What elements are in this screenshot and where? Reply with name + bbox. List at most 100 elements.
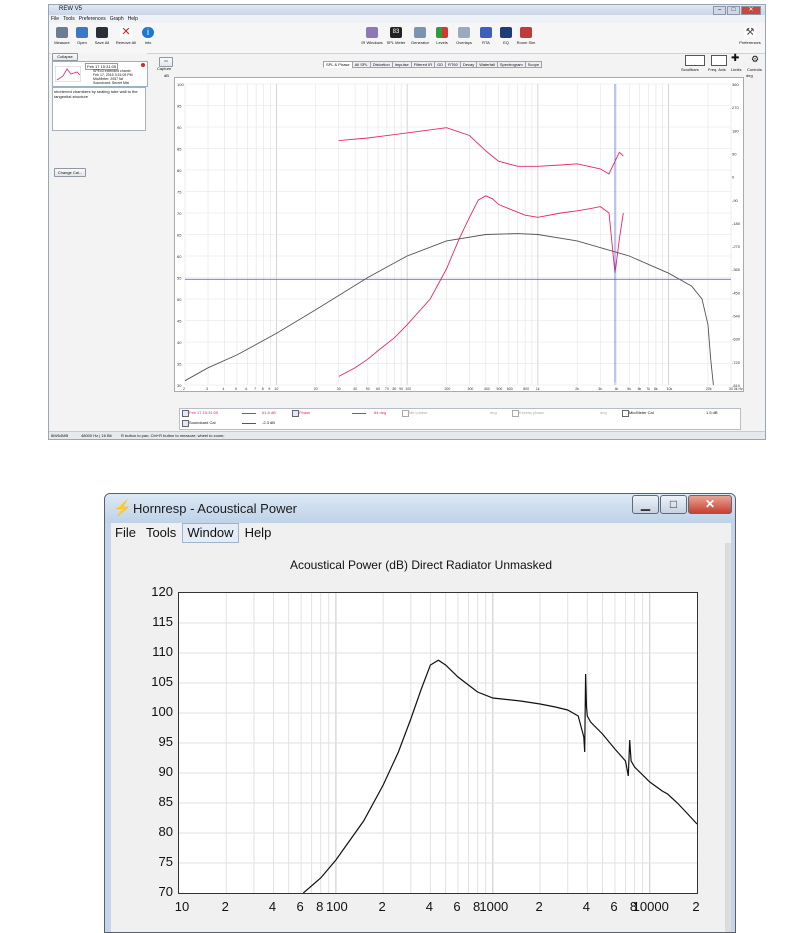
- x-tick: 9: [268, 387, 270, 391]
- freq-axis-icon[interactable]: [711, 55, 727, 66]
- y-tick-right: 90: [732, 151, 737, 156]
- remove-icon: ✕: [120, 26, 132, 38]
- rew-legend: Feb 17 15:31:05 61.8 dB Phase 84 deg Min…: [179, 408, 741, 430]
- info-button[interactable]: i Info: [135, 23, 161, 45]
- tab-spectrogram[interactable]: Spectrogram: [496, 61, 526, 68]
- generator-label: Generator: [410, 40, 429, 45]
- menu-file[interactable]: File: [51, 16, 60, 22]
- controls-icon[interactable]: ⚙: [751, 54, 760, 64]
- overlays-button[interactable]: Overlays: [451, 23, 477, 45]
- minimize-icon[interactable]: –: [713, 6, 726, 15]
- spl-meter-label: SPL Meter: [386, 40, 406, 45]
- tab-rt60[interactable]: RT60: [445, 61, 461, 68]
- change-cal-button[interactable]: Change Cal...: [54, 168, 86, 177]
- open-button[interactable]: Open: [69, 23, 95, 45]
- checkbox-measurement[interactable]: [182, 410, 189, 417]
- x-tick: 8: [262, 387, 264, 391]
- measurement-notes[interactable]: shortened chambers by sealing tube wall …: [52, 87, 146, 131]
- tab-scope[interactable]: Scope: [524, 61, 543, 68]
- measure-button[interactable]: Measure: [49, 23, 75, 45]
- y-tick-right: -720: [732, 360, 741, 365]
- menu-graph[interactable]: Graph: [109, 16, 124, 22]
- legend-mic-cal: Mic/Meter Cal: [629, 410, 654, 415]
- measurement-line-4: Soundcard: Secret Mixi: [93, 81, 130, 85]
- scrollbars-icon[interactable]: [685, 55, 705, 66]
- measurement-name[interactable]: Feb 17 15:31:05: [85, 63, 119, 70]
- tab-decay[interactable]: Decay: [459, 61, 478, 68]
- x-tick-label: 6: [296, 899, 304, 914]
- y-tick-label: 85: [158, 794, 173, 809]
- rew-title: REW V5: [59, 6, 83, 12]
- tab-waterfall[interactable]: Waterfall: [476, 61, 498, 68]
- info-icon: i: [142, 27, 154, 38]
- chart-title: Acoustical Power (dB) Direct Radiator Un…: [289, 558, 553, 572]
- legend-min-phase: Min phase: [409, 410, 428, 415]
- close-icon[interactable]: ✕: [741, 6, 761, 15]
- checkbox-phase[interactable]: [292, 410, 299, 417]
- measurement-card[interactable]: Feb 17 15:31:05 SPEx3 extended chamb Feb…: [52, 61, 148, 87]
- eq-button[interactable]: EQ: [493, 23, 519, 45]
- x-tick: 60: [376, 387, 380, 391]
- levels-button[interactable]: Levels: [429, 23, 455, 45]
- x-tick: 80: [392, 387, 396, 391]
- hornresp-titlebar: ⚡ Hornresp - Acoustical Power ▁ □ ✕: [105, 494, 735, 523]
- menu-window[interactable]: Window: [182, 523, 239, 543]
- maximize-icon[interactable]: □: [727, 6, 740, 15]
- menu-tools[interactable]: Tools: [63, 16, 75, 22]
- legend-row-soundcard: Soundcard Cal -2.3 dB: [180, 419, 740, 429]
- menu-tools[interactable]: Tools: [145, 525, 177, 540]
- spl-meter-button[interactable]: 83 SPL Meter: [383, 23, 409, 45]
- y-tick-left: 50: [177, 297, 182, 302]
- save-all-button[interactable]: Save All: [89, 23, 115, 45]
- status-memory: 8M/64MB: [51, 433, 69, 438]
- x-tick: 4: [222, 387, 224, 391]
- checkbox-min-phase[interactable]: [402, 410, 409, 417]
- y-tick-right: -630: [732, 337, 741, 342]
- generator-button[interactable]: Generator: [407, 23, 433, 45]
- y-tick-left: 85: [177, 147, 182, 152]
- rew-graph[interactable]: 100 95 90 85 80 75 70 65 60 55 50 45 40 35 30 360 270 180…: [174, 77, 744, 392]
- capture-button[interactable]: ▭: [159, 57, 173, 67]
- scrollbar[interactable]: [725, 543, 731, 932]
- ir-windows-icon: [366, 27, 378, 38]
- x-tick-label: 1000: [479, 899, 509, 914]
- preferences-label: Preferences: [739, 40, 761, 45]
- open-label: Open: [77, 40, 87, 45]
- x-tick-label: 6: [453, 899, 461, 914]
- maximize-icon[interactable]: □: [660, 495, 687, 514]
- tab-impulse[interactable]: Impulse: [391, 61, 412, 68]
- x-tick-label: 4: [268, 899, 277, 914]
- remove-all-button[interactable]: ✕ Remove All: [113, 23, 139, 46]
- remove-measurement-icon[interactable]: [141, 63, 145, 67]
- checkbox-mic-cal[interactable]: [622, 410, 629, 417]
- x-tick: 3k: [598, 387, 602, 391]
- tab-spl-phase[interactable]: SPL & Phase: [323, 61, 353, 68]
- rta-button[interactable]: RTA: [473, 23, 499, 45]
- menu-help[interactable]: Help: [244, 525, 272, 540]
- tab-all-spl[interactable]: All SPL: [351, 61, 371, 68]
- collapse-button[interactable]: Collapse: [52, 53, 78, 61]
- folder-icon: [76, 27, 88, 38]
- checkbox-excess-phase[interactable]: [512, 410, 519, 417]
- legend-excess-phase: Excess phase: [519, 410, 544, 415]
- ir-windows-button[interactable]: IR Windows: [359, 23, 385, 45]
- menu-help[interactable]: Help: [127, 16, 138, 22]
- menu-preferences[interactable]: Preferences: [78, 16, 106, 22]
- menu-file[interactable]: File: [115, 525, 136, 540]
- close-icon[interactable]: ✕: [688, 495, 732, 514]
- minimize-icon[interactable]: ▁: [632, 495, 659, 514]
- x-tick: 5: [235, 387, 237, 391]
- legend-soundcard-value: -2.3 dB: [262, 420, 275, 425]
- x-tick: 20k: [706, 387, 712, 391]
- limits-icon[interactable]: ✚: [731, 53, 740, 64]
- legend-phase-label: Phase: [299, 410, 311, 415]
- room-sim-button[interactable]: Room Sim: [513, 23, 539, 45]
- acoustical-power-plot: [178, 592, 698, 894]
- y-tick-label: 105: [151, 674, 173, 689]
- checkbox-soundcard-cal[interactable]: [182, 420, 189, 427]
- tab-filtered-ir[interactable]: Filtered IR: [410, 61, 436, 68]
- cursor-freq-readout: 3.89: [609, 381, 618, 386]
- y-tick-left: 60: [177, 254, 182, 259]
- preferences-button[interactable]: ⚒ Preferences: [735, 23, 765, 45]
- tab-distortion[interactable]: Distortion: [369, 61, 393, 68]
